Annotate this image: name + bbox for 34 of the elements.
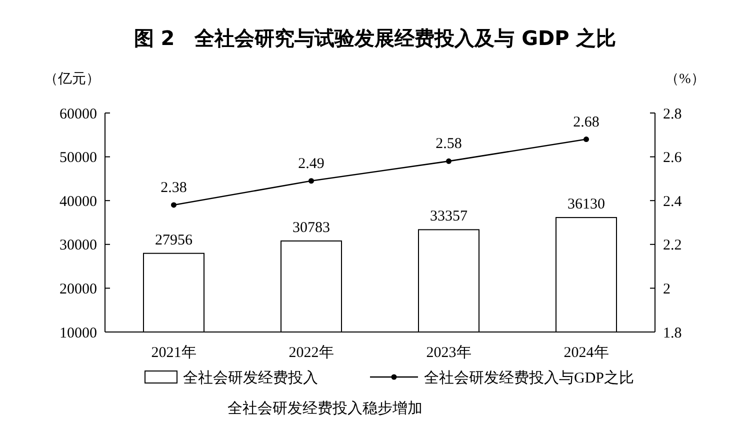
x-tick-label: 2022年 [288,344,334,361]
point [446,158,452,164]
y-axis-title: （亿元） [44,71,100,87]
y2-tick-label: 1.8 [663,325,682,342]
y-tick-label: 50000 [60,150,97,166]
data-label: 2.58 [436,136,462,152]
y-tick-label: 20000 [60,281,97,298]
point [583,136,590,142]
data-label: 27956 [155,232,193,248]
y-tick-label: 30000 [60,238,97,254]
y-tick-label: 40000 [60,194,97,210]
data-label: 30783 [292,220,330,236]
data-label: 36130 [568,196,605,213]
data-label: 2.38 [160,180,187,196]
chart-title: 图 2 全社会研究与试验发展经费投入及与 GDP 之比 [134,26,616,50]
y2-tick-label: 2.4 [663,194,682,210]
y-tick-label: 10000 [60,325,97,342]
legend-label: 全社会研发经费投入与GDP之比 [424,369,634,386]
y-tick-label: 60000 [60,106,97,122]
y2-axis-title: （%） [665,72,705,87]
y2-tick-label: 2.6 [663,150,682,166]
point [170,202,177,208]
x-tick-label: 2021年 [151,344,196,361]
data-label: 2.68 [573,114,600,130]
y2-tick-label: 2.2 [663,238,682,254]
x-tick-label: 2024年 [564,344,609,361]
data-label: 2.49 [298,156,324,172]
legend-label: 全社会研发经费投入 [183,369,318,386]
point [308,178,314,184]
x-tick-label: 2023年 [426,344,472,361]
text: 全社会研发经费投入稳步增加 [228,400,422,417]
data-label: 33357 [430,208,468,225]
y2-tick-label: 2 [663,281,670,298]
y2-tick-label: 2.8 [663,106,682,122]
